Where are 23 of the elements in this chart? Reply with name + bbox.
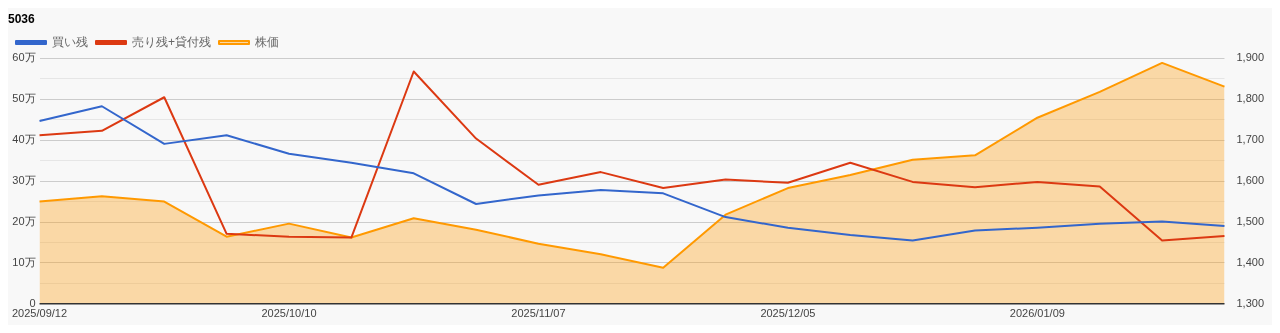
y2-tick-label: 1,900 (1236, 51, 1264, 64)
y-tick-label: 0 (29, 296, 36, 309)
y-tick-label: 20万 (12, 215, 36, 228)
legend-label: 株価 (254, 34, 280, 49)
x-tick-label: 2025/12/05 (760, 307, 816, 320)
chart-title: 5036 (8, 11, 36, 26)
x-tick-label: 2025/09/12 (12, 307, 68, 320)
y2-tick-label: 1,400 (1236, 255, 1264, 268)
y-tick-label: 10万 (12, 255, 36, 268)
x-tick-label: 2026/01/09 (1009, 307, 1065, 320)
y2-tick-label: 1,300 (1236, 296, 1264, 309)
y2-tick-label: 1,600 (1236, 174, 1264, 187)
y2-tick-label: 1,700 (1236, 133, 1264, 146)
legend-label: 売り残+貸付残 (132, 34, 212, 49)
legend-label: 買い残 (52, 34, 88, 49)
y2-tick-label: 1,500 (1236, 215, 1264, 228)
y-tick-label: 50万 (12, 92, 36, 105)
y-tick-label: 60万 (12, 51, 36, 64)
x-tick-label: 2025/11/07 (511, 307, 566, 320)
x-tick-label: 2025/10/10 (261, 307, 317, 320)
y-tick-label: 40万 (12, 133, 36, 146)
y-tick-label: 30万 (12, 174, 36, 187)
y2-tick-label: 1,800 (1236, 92, 1264, 105)
